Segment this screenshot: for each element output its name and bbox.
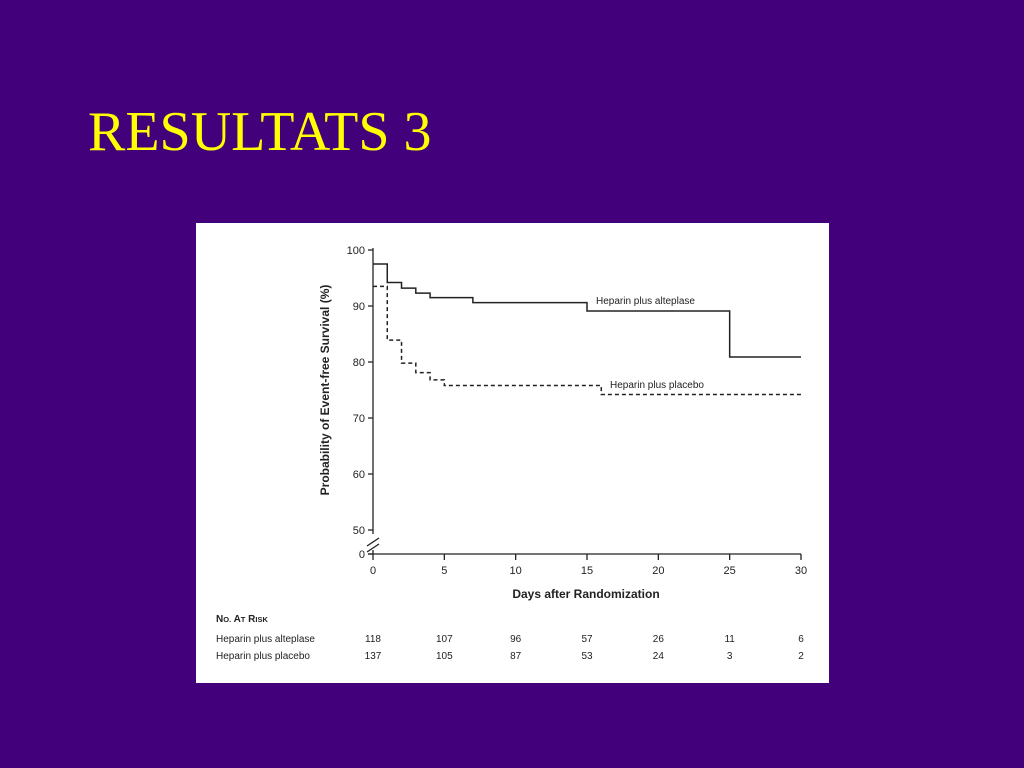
- risk-cell: 57: [581, 634, 593, 645]
- risk-header-part: R: [245, 614, 256, 625]
- y-axis-title: Probability of Event-free Survival (%): [318, 285, 332, 496]
- x-axis-title: Days after Randomization: [512, 587, 659, 601]
- risk-header-part: N: [216, 614, 223, 625]
- series-label: Heparin plus alteplase: [596, 296, 695, 307]
- series-line-alteplase: [373, 263, 801, 358]
- x-tick-label: 25: [724, 565, 736, 577]
- risk-header-part: ISK: [255, 615, 268, 624]
- y-tick-label: 100: [347, 245, 365, 257]
- risk-cell: 6: [798, 634, 804, 645]
- risk-row-label: Heparin plus placebo: [216, 651, 310, 662]
- risk-header-part: O.: [223, 615, 231, 624]
- risk-cell: 2: [798, 651, 804, 662]
- survival-chart: 100 90 80 70 60 50 00 5 10 15 20 25 30 Days after Ra…: [216, 245, 807, 662]
- risk-cell: 24: [653, 651, 665, 662]
- x-tick-label: 15: [581, 565, 593, 577]
- y-tick-label: 60: [353, 469, 365, 481]
- axis-break-mark: [366, 543, 380, 553]
- risk-cell: 96: [510, 634, 522, 645]
- risk-row-label: Heparin plus alteplase: [216, 634, 315, 645]
- risk-cell: 118: [365, 634, 381, 645]
- risk-cell: 105: [436, 651, 453, 662]
- x-tick-label: 10: [510, 565, 522, 577]
- risk-cell: 87: [510, 651, 522, 662]
- risk-cell: 26: [653, 634, 665, 645]
- axis-break-mark: [366, 537, 380, 547]
- series-line-placebo: [373, 285, 801, 396]
- risk-cell: 107: [436, 634, 453, 645]
- risk-header-part: T: [241, 615, 246, 624]
- y-tick-label: 70: [353, 413, 365, 425]
- x-tick-label: 5: [441, 565, 447, 577]
- figure-panel: 100 90 80 70 60 50 0 0 5 10 15 20 25 30 Days after Ra…: [196, 223, 829, 683]
- x-tick-label: 20: [652, 565, 664, 577]
- axes: 100 90 80 70 60 50 00 5 10 15 20 25 30: [347, 245, 807, 577]
- x-tick-label: 30: [795, 565, 807, 577]
- series-layer: [373, 263, 801, 396]
- y-tick-label: 80: [353, 357, 365, 369]
- risk-cell: 137: [365, 651, 382, 662]
- risk-table-header: NO. AT RISK: [216, 614, 268, 625]
- risk-cell: 3: [727, 651, 733, 662]
- risk-cell: 53: [581, 651, 593, 662]
- labels-layer: Days after Randomization Probability of E…: [318, 285, 704, 601]
- y-tick-label: 50: [353, 525, 365, 537]
- y-tick-label: 0: [359, 549, 365, 561]
- number-at-risk-table: NO. AT RISK Heparin plus alteplase 118 107 9…: [216, 614, 804, 662]
- slide-title: RESULTATS 3: [88, 101, 432, 163]
- risk-header-part: A: [231, 614, 241, 625]
- risk-cell: 11: [724, 634, 735, 645]
- x-tick-label: 0: [370, 565, 376, 577]
- series-label: Heparin plus placebo: [610, 380, 704, 391]
- y-tick-label: 90: [353, 301, 365, 313]
